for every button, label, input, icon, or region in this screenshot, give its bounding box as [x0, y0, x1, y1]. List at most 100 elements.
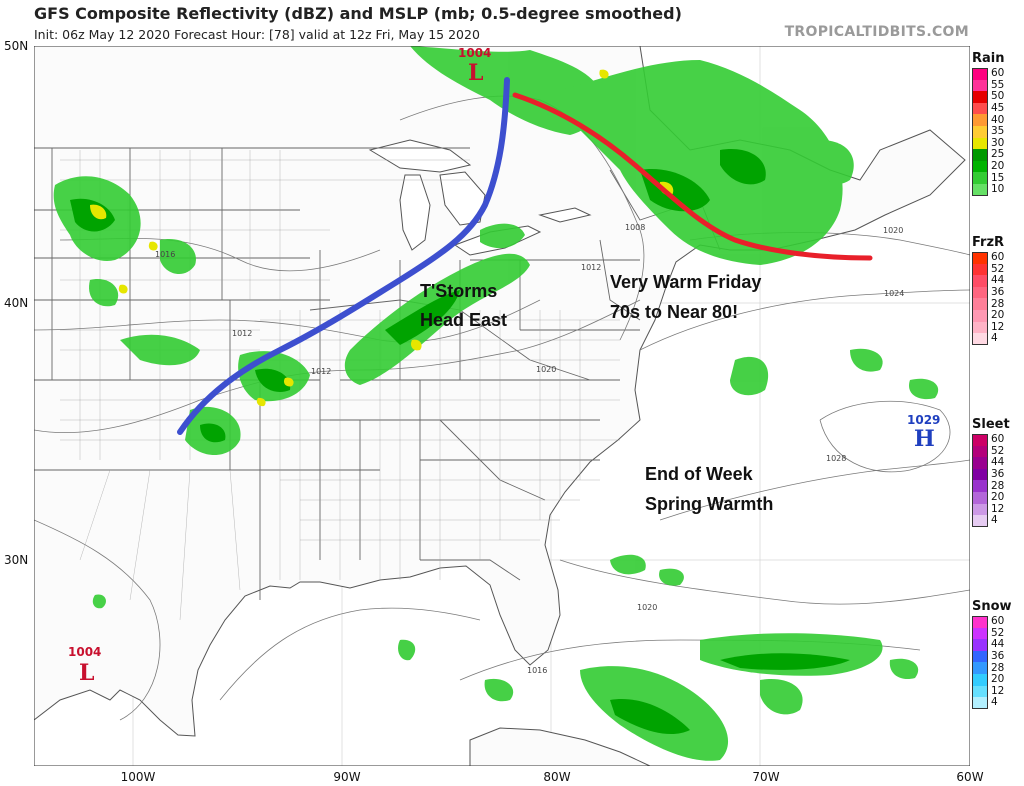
legend-swatch [972, 160, 988, 173]
legend-swatch [972, 639, 988, 651]
legend-swatch [972, 137, 988, 150]
legend-label: 55 [991, 78, 1005, 91]
isobar-label: 1028 [826, 454, 846, 463]
reflectivity-map: 1016 1012 1012 1012 1020 1020 1024 1028 … [34, 46, 970, 766]
legend-frzr: FrzR 60 52 44 36 28 20 12 4 [972, 234, 1022, 345]
annotation-spring-line1: End of Week [645, 464, 754, 484]
legend-row: 4 [972, 515, 1022, 527]
legend-swatch [972, 673, 988, 686]
legend-swatch [972, 434, 988, 446]
legend-row: 20 [972, 492, 1022, 504]
legend-swatch [972, 125, 988, 138]
legend-swatch [972, 91, 988, 103]
legend-row: 15 [972, 172, 1022, 184]
legend-swatch [972, 503, 988, 516]
legend-swatch [972, 183, 988, 196]
legend-label: 20 [991, 673, 1005, 686]
legend-title: Sleet [972, 417, 1010, 432]
legend-row: 52 [972, 444, 1022, 458]
isobar-label: 1020 [637, 603, 657, 612]
legend-rain: Rain 60 55 50 45 40 35 30 25 20 15 10 [972, 50, 1022, 196]
isobar-label: 1016 [155, 250, 175, 259]
legend-label: 60 [991, 615, 1005, 628]
legend-label: 10 [991, 183, 1005, 196]
legend-label: 36 [991, 468, 1005, 481]
high-center-letter: H [914, 426, 935, 452]
legend-label: 12 [991, 684, 1005, 697]
legend-swatch [972, 298, 988, 310]
legend-row: 28 [972, 298, 1022, 310]
legend-row: 60 [972, 252, 1022, 264]
lat-label-40n: 40N [4, 296, 29, 310]
legend-swatch [972, 114, 988, 126]
legend-row: 44 [972, 457, 1022, 469]
legend-swatch [972, 68, 988, 80]
legend-title: Snow [972, 599, 1012, 614]
legend-label: 36 [991, 650, 1005, 663]
cuba-coast [469, 727, 651, 766]
isobar-label-group: 1016 1012 1012 1012 1020 1020 1024 1028 … [155, 223, 904, 675]
legend-label: 12 [991, 502, 1005, 515]
legend-swatch [972, 275, 988, 287]
legend-title: FrzR [972, 235, 1005, 250]
legend-swatch [972, 468, 988, 481]
legend-row: 60 [972, 434, 1022, 446]
legend-label: 60 [991, 67, 1005, 80]
annotation-storms-line2: Head East [420, 310, 507, 330]
annotation-storms-line1: T'Storms [420, 281, 497, 301]
legend-swatch [972, 616, 988, 628]
legend-row: 35 [972, 126, 1022, 138]
legend-swatch [972, 662, 988, 674]
legend-label: 44 [991, 456, 1005, 469]
legend-label: 25 [991, 148, 1005, 161]
map-title: GFS Composite Reflectivity (dBZ) and MSL… [34, 4, 682, 23]
legend-label: 28 [991, 297, 1005, 310]
lon-label-90w: 90W [333, 770, 361, 784]
legend-row: 28 [972, 662, 1022, 674]
high-center-value: 1029 [907, 413, 940, 427]
legend-label: 36 [991, 286, 1005, 299]
legend-row: 36 [972, 287, 1022, 299]
legend-row: 50 [972, 91, 1022, 103]
legend-swatch [972, 457, 988, 469]
legend-row: 52 [972, 263, 1022, 276]
legend-label: 4 [991, 332, 998, 345]
legend-label: 30 [991, 136, 1005, 149]
legend-row: 55 [972, 78, 1022, 92]
legend-label: 12 [991, 320, 1005, 333]
isobar-label: 1012 [311, 367, 331, 376]
legend-label: 44 [991, 274, 1005, 287]
low-center-letter: L [468, 60, 483, 86]
site-watermark: TROPICALTIDBITS.COM [784, 24, 969, 40]
rain-reflectivity [53, 46, 939, 761]
legend-label: 28 [991, 479, 1005, 492]
isobar-label: 1024 [884, 289, 904, 298]
annotation-spring-line2: Spring Warmth [645, 494, 773, 514]
legend-swatch [972, 515, 988, 527]
annotation-warm-line1: Very Warm Friday [610, 272, 761, 292]
legend-row: 20 [972, 161, 1022, 173]
lat-label-50n: 50N [4, 39, 29, 53]
legend-label: 60 [991, 251, 1005, 264]
legend-label: 20 [991, 491, 1005, 504]
legend-row: 36 [972, 469, 1022, 481]
annotation-group: T'Storms Head East Very Warm Friday 70s … [420, 272, 773, 514]
legend-swatch [972, 102, 988, 115]
legend-row: 4 [972, 333, 1022, 345]
lat-label-30n: 30N [4, 553, 29, 567]
legend-label: 52 [991, 444, 1005, 457]
legend-row: 45 [972, 103, 1022, 115]
legend-swatch [972, 650, 988, 663]
legend-row: 12 [972, 502, 1022, 516]
map-subtitle: Init: 06z May 12 2020 Forecast Hour: [78… [34, 27, 480, 42]
legend-row: 10 [972, 184, 1022, 196]
legend-row: 28 [972, 480, 1022, 492]
isobar-label: 1020 [883, 226, 903, 235]
legend-snow: Snow 60 52 44 36 28 20 12 4 [972, 598, 1022, 709]
legend-row: 25 [972, 149, 1022, 161]
legend-swatch [972, 263, 988, 276]
lon-label-100w: 100W [120, 770, 156, 784]
legend-swatch [972, 309, 988, 322]
isobar-label: 1012 [581, 263, 601, 272]
isobar-label: 1016 [527, 666, 547, 675]
